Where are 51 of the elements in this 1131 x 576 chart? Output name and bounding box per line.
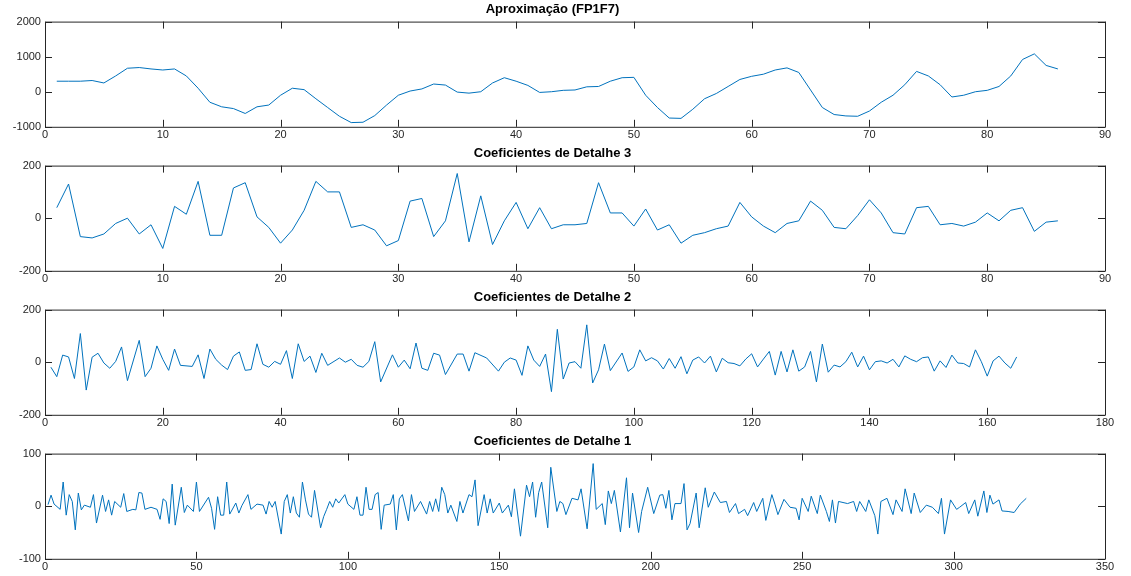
x-tick-label: 100 xyxy=(338,560,358,573)
x-tick-label: 90 xyxy=(1098,272,1112,285)
x-tick-label: 40 xyxy=(274,416,287,429)
x-tick-label: 20 xyxy=(274,128,287,141)
y-tick-label: 100 xyxy=(22,446,41,459)
x-tick-label: 60 xyxy=(745,128,758,141)
y-tick-label: -200 xyxy=(18,263,41,276)
x-tick-label: 70 xyxy=(863,128,876,141)
x-tick-label: 350 xyxy=(1095,560,1115,573)
x-tick-label: 10 xyxy=(156,272,169,285)
x-tick-label: 10 xyxy=(156,128,169,141)
x-tick-label: 150 xyxy=(490,560,509,573)
x-tick-label: 180 xyxy=(1095,416,1115,429)
x-tick-label: 100 xyxy=(624,416,644,429)
y-tick-label: 0 xyxy=(34,84,41,97)
y-tick-label: -100 xyxy=(18,551,41,564)
x-tick-label: 300 xyxy=(944,560,963,573)
x-tick-label: 30 xyxy=(392,272,405,285)
x-tick-label: 60 xyxy=(745,272,758,285)
x-tick-label: 40 xyxy=(509,272,523,285)
y-tick-label: 1000 xyxy=(16,49,41,62)
y-tick-label: 0 xyxy=(34,499,41,512)
y-tick-label: 0 xyxy=(34,211,41,224)
chart-title: Coeficientes de Detalhe 2 xyxy=(473,289,632,305)
y-tick-label: 2000 xyxy=(16,14,41,27)
y-tick-label: 200 xyxy=(22,302,41,315)
x-tick-label: 90 xyxy=(1098,128,1112,141)
x-tick-label: 30 xyxy=(392,128,405,141)
x-tick-label: 160 xyxy=(978,416,997,429)
x-tick-label: 120 xyxy=(742,416,761,429)
x-tick-label: 60 xyxy=(392,416,405,429)
x-tick-label: 140 xyxy=(860,416,879,429)
x-tick-label: 50 xyxy=(627,128,641,141)
x-tick-label: 80 xyxy=(509,416,523,429)
chart-title: Coeficientes de Detalhe 1 xyxy=(473,433,632,449)
x-tick-label: 20 xyxy=(274,272,287,285)
x-tick-label: 50 xyxy=(627,272,641,285)
x-tick-label: 40 xyxy=(509,128,523,141)
chart-title: Aproximação (FP1F7) xyxy=(485,1,620,17)
x-tick-label: 50 xyxy=(190,560,203,573)
chart-title: Coeficientes de Detalhe 3 xyxy=(473,145,632,161)
y-tick-label: -1000 xyxy=(12,119,41,132)
x-tick-label: 80 xyxy=(981,128,994,141)
x-tick-label: 80 xyxy=(981,272,994,285)
x-tick-label: 250 xyxy=(792,560,812,573)
x-tick-label: 200 xyxy=(641,560,660,573)
x-tick-label: 20 xyxy=(156,416,169,429)
y-tick-label: 200 xyxy=(22,158,41,171)
y-tick-label: 0 xyxy=(34,355,41,368)
x-tick-label: 70 xyxy=(863,272,876,285)
y-tick-label: -200 xyxy=(18,407,41,420)
